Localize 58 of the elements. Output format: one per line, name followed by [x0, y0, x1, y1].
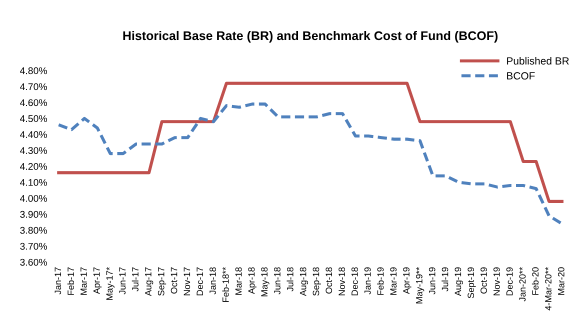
x-tick-label: Sept-19	[468, 267, 476, 298]
x-tick-label: Nov-18	[338, 267, 345, 296]
x-tick-label: Apr-17	[93, 267, 102, 294]
x-tick-label: Apr-19	[403, 267, 412, 294]
x-tick-label: Aug-19	[454, 267, 463, 296]
x-tick-label: Mar-19	[390, 267, 397, 295]
x-tick-label: Nov-19	[493, 267, 500, 296]
x-tick-label: Jan-20**	[519, 267, 526, 302]
x-tick-label: Jun-18	[274, 267, 280, 294]
x-tick-label: Jul-18	[286, 267, 294, 292]
legend-label: Published BR	[507, 56, 569, 65]
y-tick-label: 4.20%	[20, 163, 47, 170]
y-tick-label: 4.80%	[20, 67, 47, 74]
line-series	[57, 82, 564, 203]
x-tick-label: Jul-19	[442, 267, 448, 292]
y-tick-label: 3.80%	[20, 226, 47, 234]
x-tick-label: Jan-17	[54, 267, 62, 294]
x-tick-label: Oct-19	[480, 267, 487, 294]
x-tick-label: Oct-18	[326, 267, 332, 294]
x-tick-label: Mar-20	[558, 267, 564, 295]
x-tick-label: Nov-17	[184, 267, 190, 296]
x-tick-label: May-17*	[106, 267, 114, 300]
y-tick-label: 4.30%	[20, 147, 47, 154]
x-tick-label: Aug-18	[300, 267, 308, 296]
x-tick-label: Mar-18	[235, 267, 242, 295]
y-tick-label: 4.10%	[20, 179, 47, 186]
x-tick-label: Feb-18**	[222, 267, 229, 302]
legend-label: BCOF	[507, 72, 535, 80]
x-tick-label: Jun-19	[428, 267, 436, 294]
y-tick-label: 3.90%	[20, 210, 47, 218]
x-tick-label: Feb-17	[67, 267, 74, 295]
x-tick-label: Dec-19	[506, 267, 513, 296]
x-tick-label: Jul-17	[132, 267, 139, 292]
x-tick-label: Feb-20	[532, 267, 539, 295]
x-tick-label: Feb-19	[377, 267, 384, 295]
y-tick-label: 3.60%	[20, 258, 47, 266]
y-tick-label: 4.70%	[20, 83, 47, 90]
x-tick-label: Jan-19	[364, 267, 371, 294]
x-tick-label: Dec-18	[352, 267, 358, 296]
y-tick-label: 4.60%	[20, 99, 47, 106]
y-tick-label: 4.50%	[20, 115, 47, 122]
y-tick-label: 3.70%	[20, 242, 47, 250]
x-tick-label: Aug-17	[145, 267, 154, 296]
x-tick-label: Sep-18	[312, 267, 321, 296]
x-tick-label: May-18	[261, 267, 270, 296]
line-series	[57, 102, 564, 226]
x-tick-label: May-19**	[416, 267, 424, 304]
x-tick-label: Jun-17	[119, 267, 126, 294]
x-tick-label: Sep-17	[158, 267, 166, 296]
x-tick-label: Apr-18	[248, 267, 256, 294]
y-tick-label: 4.00%	[20, 194, 47, 202]
x-tick-label: Dec-17	[196, 267, 204, 296]
x-tick-label: Oct-17	[170, 267, 178, 294]
x-tick-label: Jan-18	[210, 267, 216, 294]
x-tick-label: Mar-17	[80, 267, 87, 295]
x-tick-label: 4-Mar-20**	[545, 267, 552, 310]
y-tick-label: 4.40%	[20, 131, 47, 138]
chart-title: Historical Base Rate (BR) and Benchmark Cost of Fund (BCOF)	[123, 30, 498, 43]
